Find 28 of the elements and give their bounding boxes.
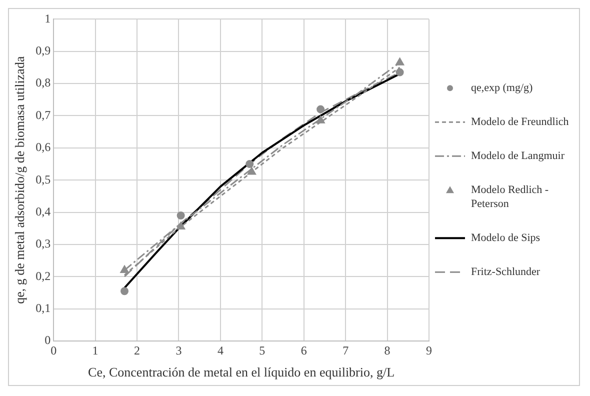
- y-tick-label: 0,8: [36, 76, 51, 90]
- legend-label: qe,exp (mg/g): [471, 82, 534, 94]
- y-tick-label: 0,9: [36, 44, 51, 58]
- y-tick-label: 1: [44, 11, 51, 26]
- x-tick-label: 1: [92, 343, 98, 358]
- x-tick-label: 8: [384, 343, 390, 358]
- x-tick-label: 5: [259, 343, 266, 358]
- legend-label: Modelo de Freundlich: [471, 116, 570, 128]
- x-axis-title: Ce, Concentración de metal en el líquido en equilibrio, g/L: [88, 364, 395, 380]
- y-tick-label: 0,6: [36, 140, 51, 154]
- x-tick-label: 7: [342, 343, 349, 358]
- x-tick-label: 4: [217, 343, 224, 358]
- y-tick-label: 0,2: [36, 268, 51, 283]
- x-tick-label: 3: [176, 343, 182, 358]
- y-tick-label: 0,3: [36, 236, 51, 251]
- legend-label: Fritz-Schlunder: [471, 266, 540, 278]
- legend-label: Modelo de Langmuir: [471, 150, 565, 162]
- y-tick-label: 0,4: [36, 204, 51, 218]
- x-tick-label: 6: [300, 343, 307, 358]
- y-tick-label: 0,7: [36, 108, 51, 122]
- y-tick-label: 0: [44, 333, 51, 348]
- legend-label: Modelo de Sips: [471, 232, 540, 244]
- y-tick-label: 0,5: [36, 172, 51, 186]
- x-tick-label: 2: [134, 343, 140, 358]
- legend-label: Modelo Redlich - Peterson: [471, 184, 549, 210]
- y-tick-label: 0,1: [36, 300, 51, 315]
- x-tick-label: 9: [426, 343, 432, 358]
- y-axis-title: qe, g de metal adsorbido/g de biomasa utilizada: [12, 56, 28, 304]
